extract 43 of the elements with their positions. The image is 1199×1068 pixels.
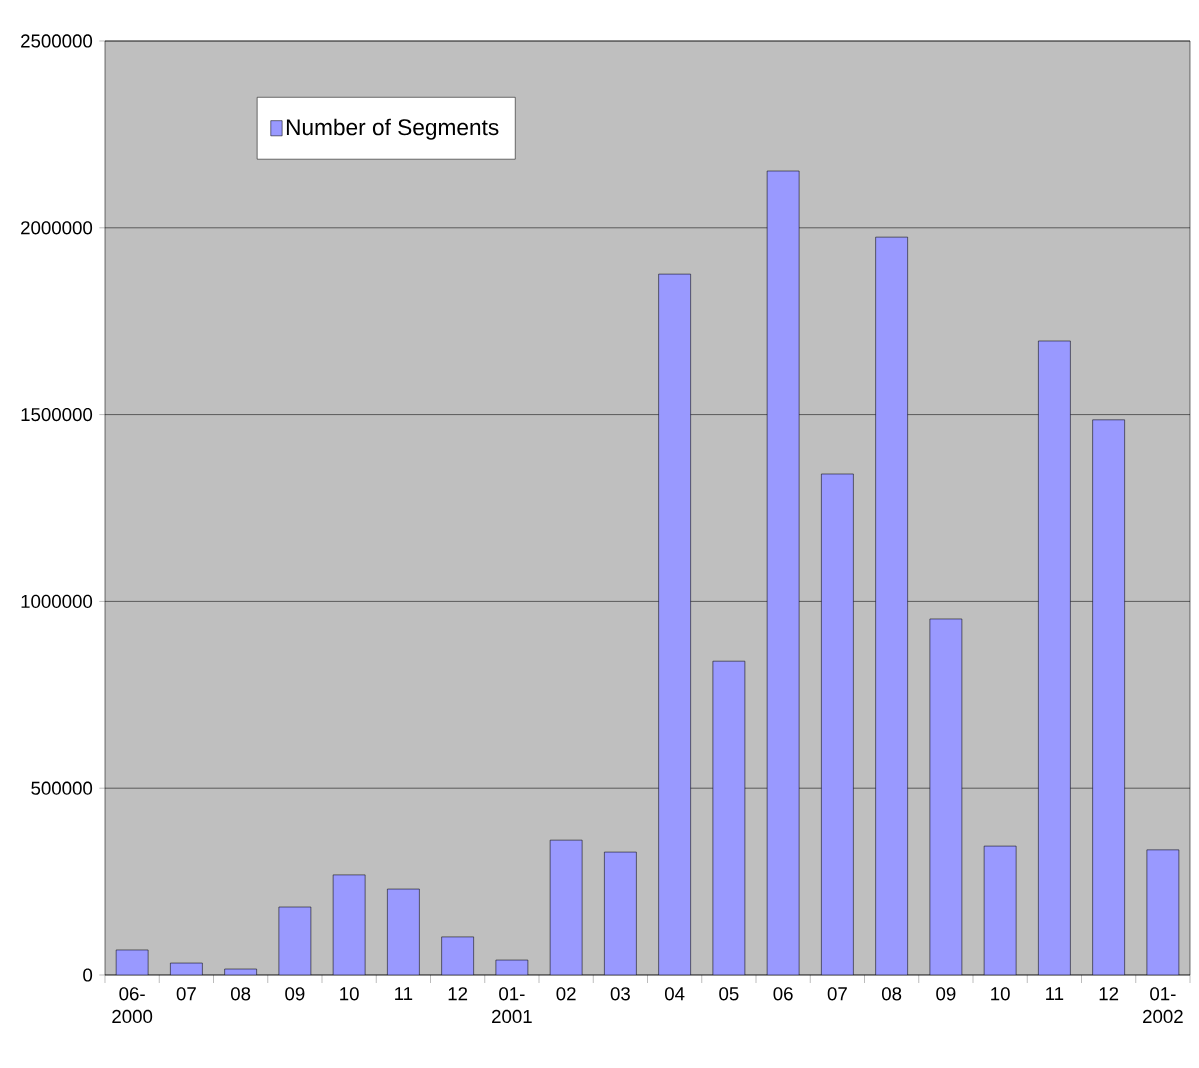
bar <box>658 273 691 975</box>
x-tick-label: 11 <box>1046 987 1064 1001</box>
bar <box>441 936 474 975</box>
y-tick-label: 1000000 <box>21 594 93 609</box>
x-tick-label: 03 <box>610 987 630 1001</box>
x-tick-label: 12 <box>1099 987 1119 1001</box>
y-tick-label: 2000000 <box>21 221 93 235</box>
bar <box>929 618 963 975</box>
legend-label: Number of Segments <box>286 118 499 140</box>
x-tick-label: 07 <box>176 987 196 1001</box>
bar <box>875 236 908 975</box>
x-tick-label: 01-2001 <box>492 987 532 1024</box>
x-tick-label: 02 <box>556 987 576 1001</box>
y-tick-label: 500000 <box>31 781 93 795</box>
x-tick-label: 05 <box>719 987 739 1001</box>
y-tick-label: 1500000 <box>21 407 93 422</box>
bar <box>604 851 637 975</box>
x-tick-label: 08 <box>881 987 902 1001</box>
x-tick-label: 06-2000 <box>112 987 153 1024</box>
y-tick-label: 0 <box>83 968 93 982</box>
x-tick-label: 04 <box>664 987 685 1001</box>
bar <box>821 473 854 975</box>
x-tick-label: 11 <box>395 987 413 1001</box>
bar <box>712 660 746 975</box>
bar <box>332 874 366 975</box>
x-tick-label: 01-2002 <box>1143 987 1183 1024</box>
x-tick-label: 09 <box>936 987 956 1001</box>
bar <box>983 845 1017 975</box>
x-tick-label: 09 <box>285 987 305 1001</box>
bar <box>1146 849 1180 975</box>
bar <box>549 839 583 975</box>
bar <box>387 888 420 975</box>
bar <box>1092 419 1125 975</box>
bar <box>766 170 800 975</box>
x-tick-label: 06 <box>773 987 793 1001</box>
x-tick-label: 12 <box>448 987 468 1001</box>
x-tick-label: 10 <box>340 987 359 1001</box>
y-tick-label: 2500000 <box>21 34 93 48</box>
x-tick-label: 10 <box>991 987 1010 1001</box>
x-tick-label: 08 <box>230 987 251 1001</box>
bar <box>278 906 312 975</box>
x-tick-label: 07 <box>827 987 847 1001</box>
bar <box>1038 340 1071 975</box>
